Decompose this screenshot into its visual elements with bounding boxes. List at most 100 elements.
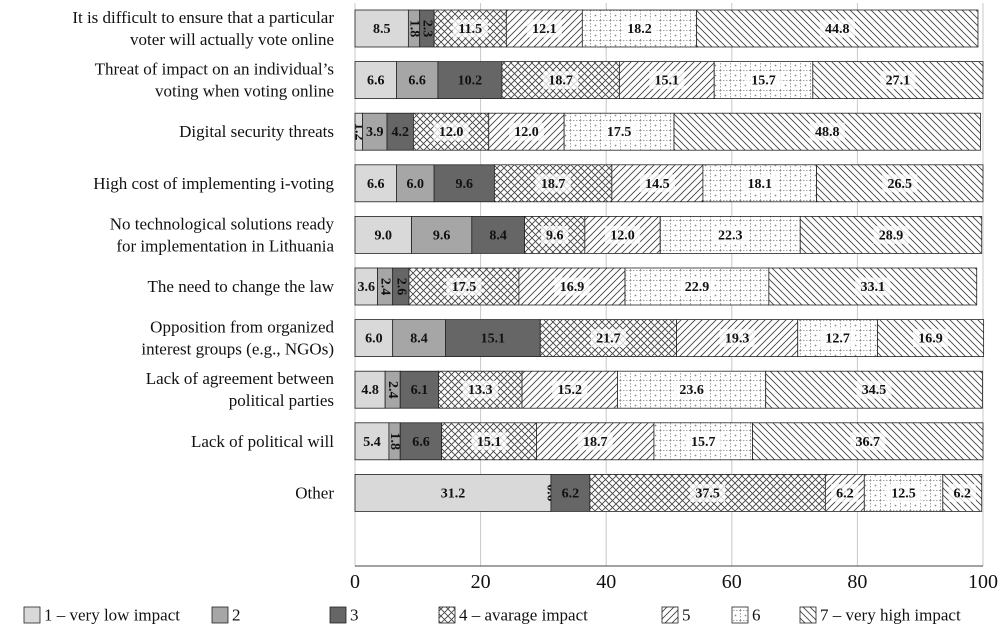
- data-label: 6.6: [408, 74, 426, 89]
- legend-label: 2: [232, 606, 241, 625]
- data-label-halo: [831, 483, 859, 502]
- bar-segment: [392, 319, 446, 358]
- data-label: 26.5: [888, 177, 913, 192]
- data-label-halo: [526, 19, 562, 38]
- data-label: 10.2: [458, 74, 483, 89]
- category-label: Other: [295, 483, 334, 502]
- bar-segment: [797, 319, 878, 358]
- bar-segment: [354, 473, 552, 512]
- data-label: 3.9: [366, 125, 384, 140]
- data-label-halo: [685, 432, 721, 451]
- bar-segment: [354, 422, 390, 461]
- legend-label: 3: [350, 606, 359, 625]
- data-label-halo: [873, 225, 909, 244]
- data-label: 21.7: [596, 332, 621, 347]
- category-label: It is difficult to ensure that a particu…: [72, 8, 334, 27]
- data-label: 12.5: [891, 486, 916, 501]
- data-label: 2.4: [378, 278, 393, 296]
- data-label: 3.6: [358, 280, 376, 295]
- legend-swatch: [799, 606, 817, 624]
- bar-segment: [354, 164, 397, 203]
- data-label: 44.8: [825, 22, 850, 37]
- x-axis: 0 20 40 60 80 100: [350, 565, 998, 593]
- data-label-halo: [690, 483, 726, 502]
- category-label: political parties: [229, 391, 334, 410]
- bar-segment: [386, 112, 414, 151]
- x-tick-label: 0: [350, 571, 360, 593]
- bar-segment: [437, 61, 503, 99]
- data-label: 34.5: [862, 383, 887, 398]
- category-label: Lack of political will: [191, 432, 334, 451]
- data-label: 48.8: [815, 125, 840, 140]
- bars: 8.5 1.82.3 11.5 12.1 18.2 44.86.6 6.6 10.2 18.7 1…: [351, 9, 985, 512]
- bar-segment: [354, 61, 397, 99]
- data-label-halo: [948, 483, 976, 502]
- data-label-halo: [819, 19, 855, 38]
- data-label-halo: [639, 174, 675, 193]
- data-label: 13.3: [468, 383, 493, 398]
- bar-segment: [433, 164, 495, 203]
- bar-segment: [411, 215, 473, 254]
- data-label: 15.1: [477, 435, 502, 450]
- data-label: 12.7: [825, 332, 850, 347]
- data-label: 9.6: [433, 228, 451, 243]
- legend-label: 7 – very high impact: [820, 606, 961, 625]
- bar-segment: [396, 164, 435, 203]
- data-label: 22.3: [718, 228, 743, 243]
- category-label: Opposition from organized: [150, 318, 334, 337]
- data-label: 36.7: [856, 435, 881, 450]
- bar-segment: [399, 422, 443, 461]
- data-label-halo: [577, 432, 613, 451]
- data-label-halo: [433, 122, 469, 141]
- data-label: 17.5: [452, 280, 477, 295]
- data-label: 28.9: [879, 228, 904, 243]
- data-label: 12.0: [439, 125, 464, 140]
- bar-segment: [354, 319, 394, 358]
- data-label-halo: [452, 19, 488, 38]
- data-label: 18.2: [627, 22, 652, 37]
- data-label: 15.7: [691, 435, 716, 450]
- data-label-halo: [590, 329, 626, 348]
- data-label: 6.0: [365, 332, 383, 347]
- data-label-halo: [719, 329, 755, 348]
- data-label: 6.6: [367, 74, 385, 89]
- bar-segment: [524, 215, 586, 254]
- data-label: 6.2: [954, 486, 972, 501]
- data-label: 17.5: [607, 125, 632, 140]
- category-label: Lack of agreement between: [146, 369, 335, 388]
- data-label: 14.5: [645, 177, 670, 192]
- data-label: 15.1: [481, 332, 506, 347]
- data-label-halo: [820, 329, 856, 348]
- data-label-halo: [674, 380, 710, 399]
- data-label: 6.1: [411, 383, 429, 398]
- legend-label: 6: [752, 606, 761, 625]
- category-label: Threat of impact on an individual’s: [95, 60, 334, 79]
- x-tick-label: 100: [968, 571, 998, 593]
- data-label: 8.4: [489, 228, 507, 243]
- data-label-halo: [712, 225, 748, 244]
- data-label: 18.1: [747, 177, 772, 192]
- data-label-halo: [446, 277, 482, 296]
- data-label: 22.9: [685, 280, 710, 295]
- x-tick-label: 20: [471, 571, 491, 593]
- legend-swatch: [661, 606, 679, 624]
- category-label: voting when voting online: [155, 82, 334, 101]
- data-label: 33.1: [861, 280, 886, 295]
- data-label: 19.3: [725, 332, 750, 347]
- category-label: interest groups (e.g., NGOs): [141, 340, 334, 359]
- data-label: 18.7: [583, 435, 608, 450]
- data-label: 16.9: [560, 280, 585, 295]
- data-label-halo: [880, 71, 916, 90]
- data-label: 12.0: [610, 228, 635, 243]
- data-label-halo: [471, 432, 507, 451]
- category-label: voter will actually vote online: [130, 30, 334, 49]
- data-label: 2.4: [385, 381, 400, 399]
- data-label-halo: [885, 483, 922, 502]
- bar-segment: [399, 370, 439, 409]
- data-label: 6.0: [407, 177, 425, 192]
- data-label-halo: [745, 71, 782, 90]
- category-labels: It is difficult to ensure that a particu…: [72, 8, 334, 502]
- data-label-halo: [649, 71, 685, 90]
- data-label: 4.2: [391, 125, 409, 140]
